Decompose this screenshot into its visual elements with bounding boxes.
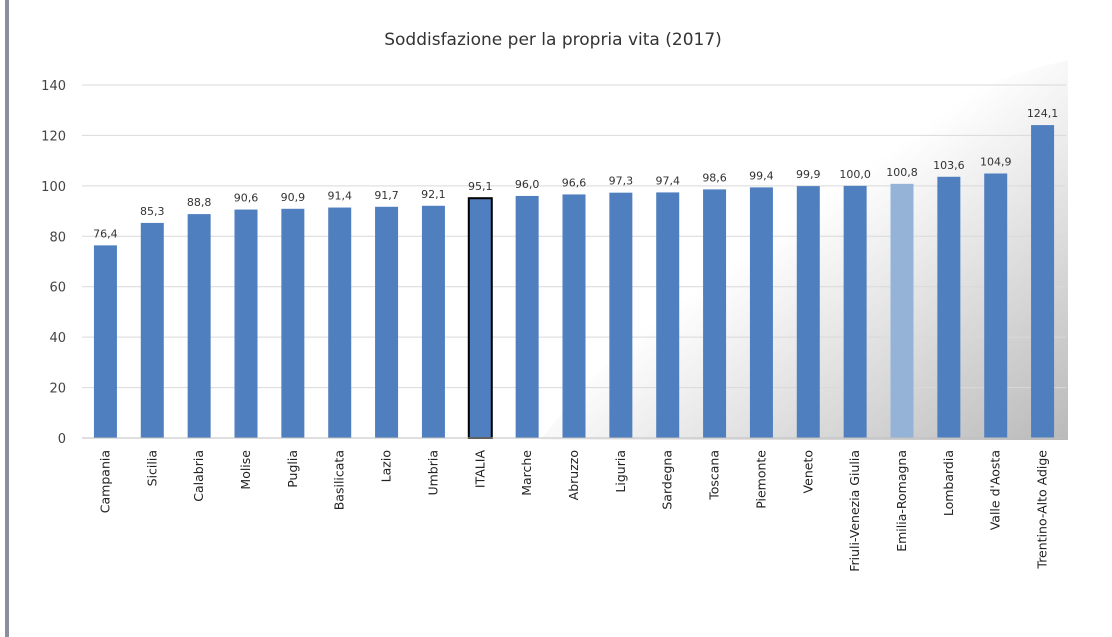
x-tick-label: Molise [238,450,253,490]
x-tick-label: Liguria [613,450,628,493]
x-tick-label: Lazio [379,450,394,482]
bar [609,192,633,438]
value-label: 76,4 [93,227,118,240]
x-tick-label: Veneto [800,450,815,493]
bar [562,194,586,438]
y-tick-label: 100 [41,180,66,195]
value-label: 103,6 [933,159,965,172]
bar [703,189,727,438]
value-label: 95,1 [468,180,493,193]
y-tick-label: 60 [49,281,66,296]
bar [467,197,493,439]
x-tick-label: Basilicata [332,450,347,510]
bar [984,173,1008,438]
y-tick-label: 140 [41,79,66,94]
bar [515,195,539,438]
value-label: 97,3 [609,175,634,188]
y-tick-label: 0 [58,432,66,447]
x-tick-label: Campania [97,450,112,513]
value-label: 91,7 [374,189,399,202]
x-tick-label: Toscana [707,450,722,501]
value-label: 92,1 [421,188,446,201]
x-tick-label: Abruzzo [566,450,581,500]
value-label: 90,6 [234,192,259,205]
bar [937,176,961,438]
bar [796,186,820,438]
x-tick-label: Umbria [425,450,440,496]
value-label: 88,8 [187,196,212,209]
value-label: 99,9 [796,168,821,181]
x-tick-label: Sicilia [144,450,159,486]
bar [187,214,211,438]
value-label: 90,9 [281,191,306,204]
value-label: 100,0 [839,168,871,181]
bar [328,207,352,438]
y-tick-label: 120 [41,129,66,144]
x-tick-label: Marche [519,450,534,496]
value-label: 91,4 [327,190,352,203]
x-tick-label: ITALIA [472,450,487,489]
bar [749,187,773,438]
x-tick-label: Lombardia [941,450,956,516]
side-rule [5,0,9,637]
bar [281,208,305,438]
x-tick-label: Valle d'Aosta [988,450,1003,530]
x-tick-label: Calabria [191,450,206,502]
value-label: 98,6 [702,171,727,184]
bar [93,245,117,438]
value-label: 124,1 [1027,107,1059,120]
bar [375,206,399,438]
bar [234,209,258,438]
y-tick-label: 20 [49,382,66,397]
value-label: 99,4 [749,169,774,182]
x-tick-label: Friuli-Venezia Giulia [847,450,862,572]
bar [656,192,680,438]
x-tick-label: Trentino-Alto Adige [1035,450,1050,570]
value-label: 100,8 [886,166,918,179]
y-tick-label: 80 [49,230,66,245]
value-label: 96,0 [515,178,540,191]
bar [890,183,914,438]
chart-title: Soddisfazione per la propria vita (2017) [384,30,722,50]
x-tick-label: Piemonte [753,450,768,509]
bar [843,185,867,438]
x-tick-label: Sardegna [660,450,675,510]
value-label: 97,4 [655,174,680,187]
value-label: 85,3 [140,205,165,218]
value-label: 104,9 [980,156,1012,169]
bar [140,222,164,438]
bar [1031,125,1055,439]
y-tick-label: 40 [49,331,66,346]
x-tick-label: Puglia [285,450,300,488]
value-label: 96,6 [562,176,587,189]
bar [421,205,445,438]
x-tick-label: Emilia-Romagna [894,450,909,552]
